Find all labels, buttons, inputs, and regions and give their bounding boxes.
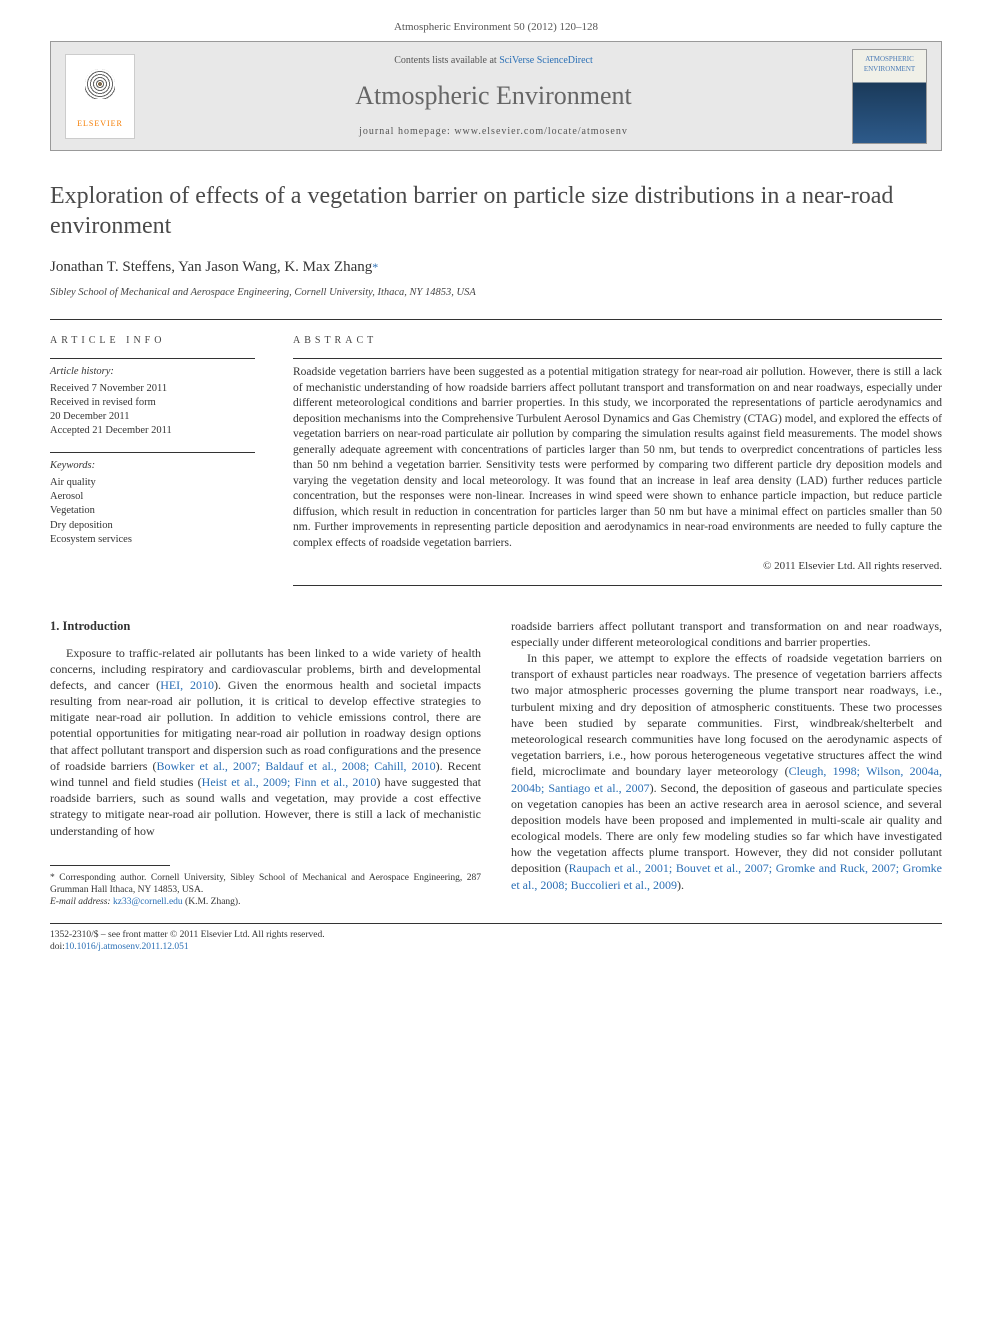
keyword: Aerosol [50, 490, 255, 504]
authors: Jonathan T. Steffens, Yan Jason Wang, K.… [50, 259, 372, 275]
citation-link[interactable]: Heist et al., 2009; Finn et al., 2010 [202, 775, 377, 789]
publisher-name: ELSEVIER [77, 118, 123, 129]
history-line: Received 7 November 2011 [50, 382, 255, 396]
keywords-block: Keywords: Air quality Aerosol Vegetation… [50, 459, 255, 547]
abstract-column: ABSTRACT Roadside vegetation barriers ha… [293, 334, 942, 586]
elsevier-tree-icon [80, 64, 120, 114]
journal-citation-header: Atmospheric Environment 50 (2012) 120–12… [50, 20, 942, 35]
email-link[interactable]: kz33@cornell.edu [113, 897, 183, 907]
body-text: ). [677, 878, 684, 892]
cover-label: ATMOSPHERIC ENVIRONMENT [864, 55, 915, 73]
info-divider-1 [50, 358, 255, 359]
keyword: Vegetation [50, 504, 255, 518]
keyword: Dry deposition [50, 519, 255, 533]
history-subhead: Article history: [50, 365, 255, 380]
doi-link[interactable]: 10.1016/j.atmosenv.2011.12.051 [65, 942, 189, 952]
body-column-left: 1. Introduction Exposure to traffic-rela… [50, 618, 481, 909]
corresponding-author-marker[interactable]: * [372, 260, 378, 274]
journal-header-box: ELSEVIER Contents lists available at Sci… [50, 41, 942, 151]
article-info-column: ARTICLE INFO Article history: Received 7… [50, 334, 255, 586]
history-line: 20 December 2011 [50, 410, 255, 424]
info-divider-2 [50, 452, 255, 453]
affiliation: Sibley School of Mechanical and Aerospac… [50, 286, 942, 301]
abstract-copyright: © 2011 Elsevier Ltd. All rights reserved… [293, 559, 942, 574]
citation-link[interactable]: Bowker et al., 2007; Baldauf et al., 200… [156, 759, 435, 773]
footnote-rule [50, 865, 170, 866]
abstract-head: ABSTRACT [293, 334, 942, 348]
footnote-line: * Corresponding author. Cornell Universi… [50, 872, 481, 897]
footnote-email-line: E-mail address: kz33@cornell.edu (K.M. Z… [50, 896, 481, 908]
journal-name: Atmospheric Environment [135, 78, 852, 114]
journal-cover-thumbnail: ATMOSPHERIC ENVIRONMENT [852, 49, 927, 144]
authors-line: Jonathan T. Steffens, Yan Jason Wang, K.… [50, 257, 942, 278]
contents-prefix: Contents lists available at [394, 55, 499, 66]
abstract-bottom-divider [293, 585, 942, 586]
body-paragraph: Exposure to traffic-related air pollutan… [50, 645, 481, 839]
section-heading: 1. Introduction [50, 618, 481, 635]
issn-line: 1352-2310/$ – see front matter © 2011 El… [50, 929, 942, 941]
keyword: Air quality [50, 476, 255, 490]
abstract-text: Roadside vegetation barriers have been s… [293, 365, 942, 551]
body-column-right: roadside barriers affect pollutant trans… [511, 618, 942, 909]
keywords-subhead: Keywords: [50, 459, 255, 474]
doi-line: doi:10.1016/j.atmosenv.2011.12.051 [50, 941, 942, 953]
homepage-prefix: journal homepage: [359, 126, 454, 137]
keyword: Ecosystem services [50, 533, 255, 547]
history-line: Accepted 21 December 2011 [50, 424, 255, 438]
contents-line: Contents lists available at SciVerse Sci… [135, 54, 852, 68]
citation-link[interactable]: HEI, 2010 [160, 678, 214, 692]
history-block: Article history: Received 7 November 201… [50, 365, 255, 438]
body-paragraph: roadside barriers affect pollutant trans… [511, 618, 942, 650]
abstract-divider [293, 358, 942, 359]
sciverse-link[interactable]: SciVerse ScienceDirect [499, 55, 593, 66]
article-title: Exploration of effects of a vegetation b… [50, 181, 942, 241]
citation-link[interactable]: Raupach et al., 2001; Bouvet et al., 200… [511, 861, 942, 891]
body-text: In this paper, we attempt to explore the… [511, 651, 942, 778]
publisher-logo: ELSEVIER [65, 54, 135, 139]
divider-top [50, 319, 942, 320]
email-suffix: (K.M. Zhang). [183, 897, 241, 907]
doi-prefix: doi: [50, 942, 65, 952]
journal-homepage: journal homepage: www.elsevier.com/locat… [135, 125, 852, 139]
body-paragraph: In this paper, we attempt to explore the… [511, 650, 942, 893]
body-columns: 1. Introduction Exposure to traffic-rela… [50, 618, 942, 909]
header-center: Contents lists available at SciVerse Sci… [135, 54, 852, 138]
email-label: E-mail address: [50, 897, 113, 907]
bottom-divider [50, 923, 942, 924]
corresponding-footnote: * Corresponding author. Cornell Universi… [50, 872, 481, 909]
article-info-head: ARTICLE INFO [50, 334, 255, 348]
history-line: Received in revised form [50, 396, 255, 410]
homepage-url[interactable]: www.elsevier.com/locate/atmosenv [454, 126, 628, 137]
bottom-meta: 1352-2310/$ – see front matter © 2011 El… [50, 929, 942, 954]
info-abstract-row: ARTICLE INFO Article history: Received 7… [50, 334, 942, 586]
